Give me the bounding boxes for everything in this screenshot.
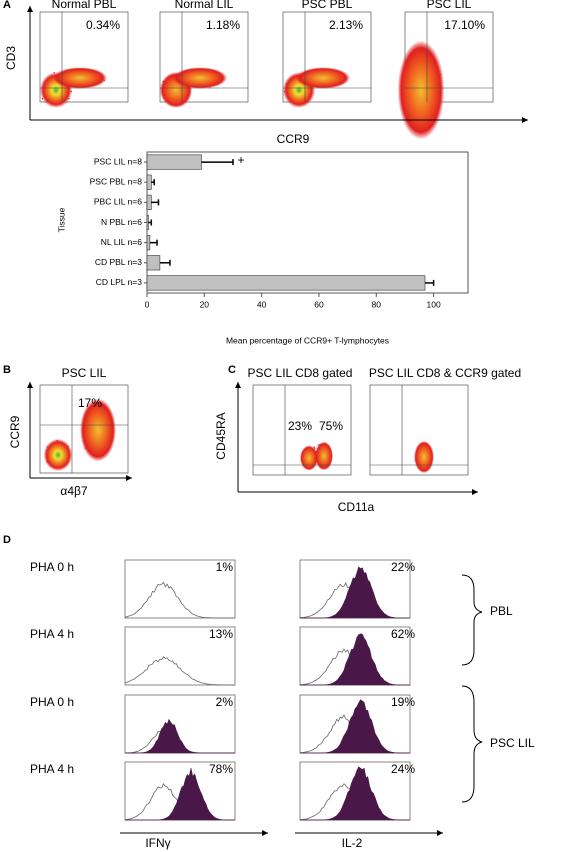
stained-histogram: [300, 633, 410, 686]
bracket: [461, 685, 483, 803]
axis-label: CD11a: [338, 500, 375, 514]
plot-title: PSC LIL CD8 gated: [248, 366, 353, 380]
y-tick-label: CD PBL n=3: [95, 257, 142, 267]
row-label: PHA 4 h: [30, 627, 74, 641]
density-core: [43, 438, 73, 472]
y-tick-label: PSC PBL n=8: [90, 176, 143, 186]
stained-histogram: [300, 699, 410, 754]
density-core: [173, 67, 227, 89]
y-tick-label: CD LPL n=3: [96, 277, 142, 287]
x-tick-label: 20: [200, 299, 210, 309]
percent-label: 1.18%: [206, 18, 240, 32]
stained-histogram: [125, 767, 235, 821]
x-axis-label: Mean percentage of CCR9+ T-lymphocytes: [226, 335, 389, 345]
panel-label: C: [228, 364, 236, 376]
row-label: PHA 4 h: [30, 762, 74, 776]
percent-label: 22%: [391, 560, 415, 574]
y-tick-label: PSC LIL n=8: [94, 156, 142, 166]
group-label: PSC LIL: [490, 736, 535, 750]
percent-label: 19%: [391, 695, 415, 709]
density-core: [296, 67, 350, 89]
percent-label: 24%: [391, 762, 415, 776]
axis-label: α4β7: [60, 484, 88, 498]
panel-label: B: [3, 364, 11, 376]
x-tick-label: 40: [257, 299, 267, 309]
percent-label: 75%: [319, 419, 343, 433]
plot-frame: [146, 151, 469, 294]
panel-label: D: [3, 534, 11, 546]
percent-label: 13%: [209, 627, 233, 641]
density-core: [414, 440, 434, 474]
density-core: [300, 445, 318, 471]
bar: [146, 174, 152, 190]
percent-label: 17.10%: [444, 18, 485, 32]
percent-label: 17%: [78, 396, 102, 410]
annotation: +: [237, 153, 244, 167]
bar: [146, 235, 151, 251]
bar: [146, 194, 152, 210]
bracket: [461, 574, 483, 666]
bar: [146, 275, 426, 291]
axis-label: IFNγ: [145, 836, 170, 850]
histogram-frame: [124, 559, 236, 619]
percent-label: 1%: [216, 560, 234, 574]
x-tick-label: 100: [427, 299, 441, 309]
percent-label: 23%: [288, 419, 312, 433]
bar: [146, 214, 149, 231]
y-axis-label: Tissue: [56, 207, 66, 232]
y-tick-label: NL LIL n=6: [101, 237, 142, 247]
density-core: [53, 67, 107, 89]
axis-label: CD45RA: [214, 412, 228, 459]
percent-label: 2.13%: [329, 18, 363, 32]
plot-title: Normal PBL: [52, 0, 117, 11]
stained-histogram: [300, 566, 410, 619]
axis-label: CCR9: [277, 132, 310, 146]
x-tick-label: 60: [314, 299, 324, 309]
plot-title: Normal LIL: [175, 0, 234, 11]
axis-label: CCR9: [8, 415, 22, 448]
bar: [146, 255, 161, 271]
stained-histogram: [300, 766, 410, 821]
plot-title: PSC PBL: [302, 0, 353, 11]
density-core: [80, 398, 116, 462]
stained-histogram: [125, 718, 235, 754]
percent-label: 62%: [391, 627, 415, 641]
y-tick-label: N PBL n=6: [101, 217, 142, 227]
density-core: [315, 441, 333, 471]
x-tick-label: 0: [145, 299, 150, 309]
axis-label: CD3: [4, 46, 18, 70]
y-tick-label: PBC LIL n=6: [94, 197, 142, 207]
percent-label: 78%: [209, 762, 233, 776]
percent-label: 2%: [216, 695, 234, 709]
percent-label: 0.34%: [86, 18, 120, 32]
control-outline: [124, 656, 235, 686]
plot-title: PSC LIL: [427, 0, 472, 11]
histogram-frame: [124, 626, 236, 686]
plot-title: PSC LIL: [62, 366, 107, 380]
panel-label: A: [3, 0, 11, 11]
control-outline: [124, 581, 235, 619]
density-core: [397, 40, 445, 140]
x-tick-label: 80: [372, 299, 382, 309]
row-label: PHA 0 h: [30, 560, 74, 574]
axis-label: IL-2: [342, 836, 363, 850]
row-label: PHA 0 h: [30, 695, 74, 709]
plot-title: PSC LIL CD8 & CCR9 gated: [369, 366, 521, 380]
bar: [146, 154, 202, 170]
group-label: PBL: [490, 604, 513, 618]
